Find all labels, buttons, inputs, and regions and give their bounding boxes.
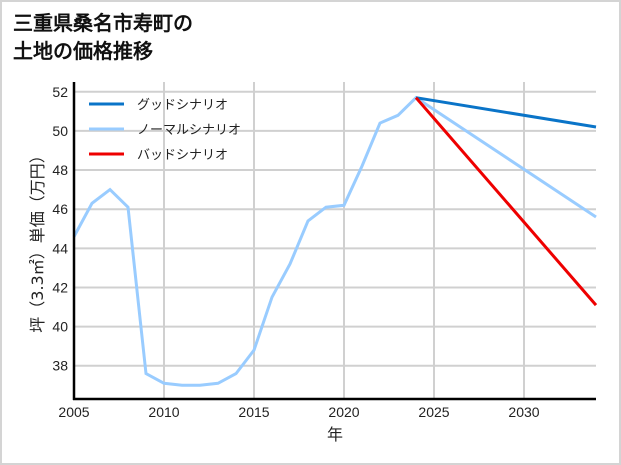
series-line [415,96,597,129]
legend-label: グッドシナリオ [137,98,228,113]
chart-title-line2: 土地の価格推移 [13,39,153,63]
tick-labels: 38 40 42 44 46 48 50 52 2005 2010 2015 2020 2025 2030 [52,84,539,420]
gridlines [73,82,596,399]
y-tick-label: 52 [52,84,68,100]
y-axis-label: 坪（3.3㎡）単価（万円） [28,147,47,332]
axes [72,82,596,401]
x-tick-label: 2015 [238,404,269,420]
y-tick-label: 42 [52,279,68,295]
chart-title-line1: 三重県桑名市寿町の [13,11,193,35]
x-tick-label: 2030 [508,404,539,420]
y-tick-label: 50 [52,123,68,139]
y-tick-label: 48 [52,162,68,178]
x-axis-label: 年 [327,425,343,444]
legend-label: バッドシナリオ [137,148,228,163]
series-line [414,96,598,307]
x-tick-label: 2025 [418,404,449,420]
y-tick-label: 38 [52,358,68,374]
y-tick-label: 46 [52,201,68,217]
x-tick-label: 2010 [148,404,179,420]
series-line [72,95,597,387]
y-tick-label: 44 [52,240,68,256]
x-tick-label: 2020 [328,404,359,420]
chart-title: 三重県桑名市寿町の 土地の価格推移 [13,9,193,65]
x-tick-label: 2005 [58,404,89,420]
legend-label: ノーマルシナリオ [137,123,241,138]
y-tick-label: 40 [52,319,68,335]
data-series [72,95,598,387]
